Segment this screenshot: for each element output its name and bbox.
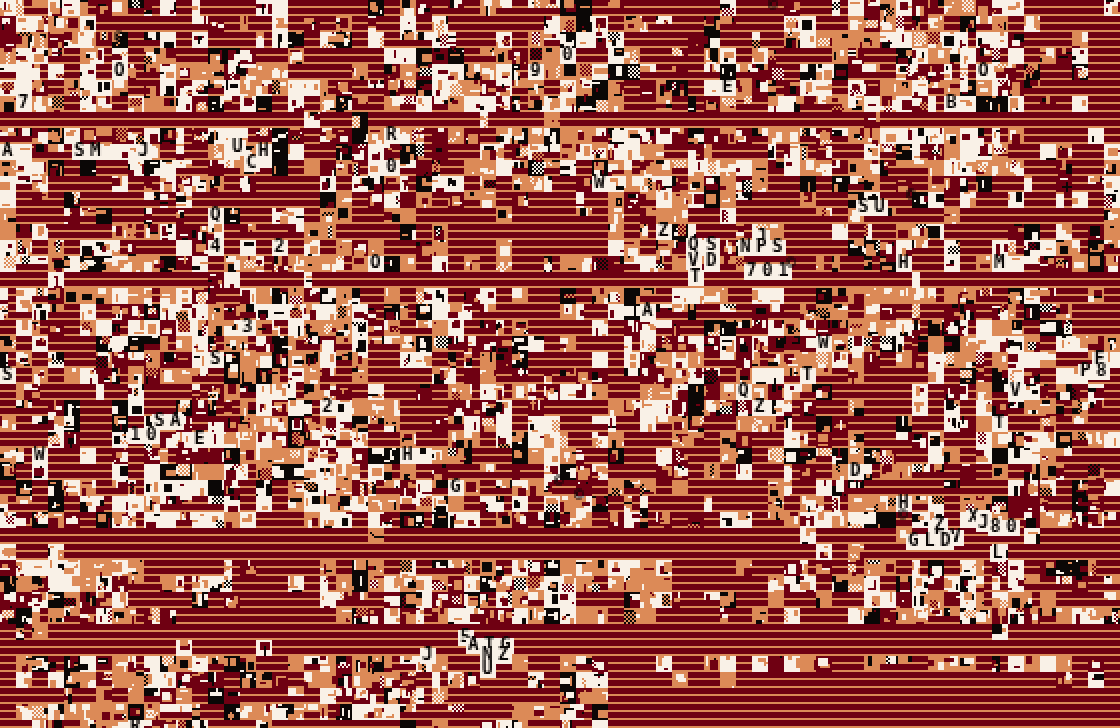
glitch-canvas <box>0 0 1120 728</box>
crashed-game-screen <box>0 0 1120 728</box>
